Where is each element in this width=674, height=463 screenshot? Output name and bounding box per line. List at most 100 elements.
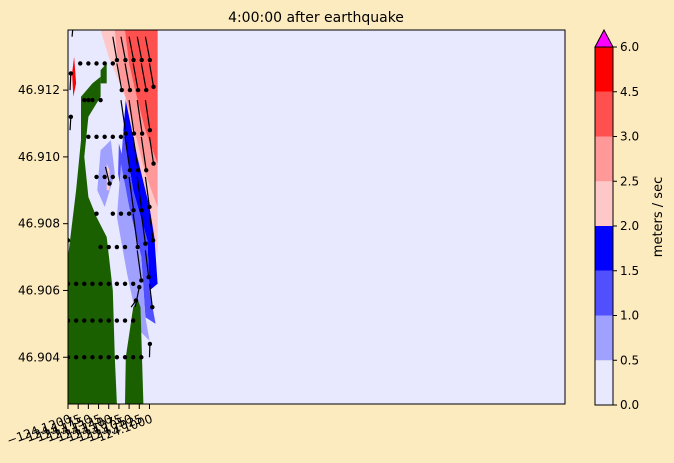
velocity-arrow-2 [136,36,143,61]
colorbar-tick-label-4: 2.0 [620,219,639,233]
grid-dot-48 [86,61,91,66]
velocity-arrow-head-21 [135,244,140,250]
grid-dot-22 [114,281,120,286]
colorbar-label: meters / sec [651,177,666,257]
land-region-0 [68,76,117,404]
velocity-arrow-31 [134,287,140,308]
velocity-arrows [68,21,156,358]
velocity-arrow-head-29 [68,114,74,120]
grid-dot-45 [110,134,116,140]
velocity-arrow-head-20 [147,204,152,210]
colorbar-tick-label-2: 1.0 [620,309,639,323]
grid-dot-24 [114,355,120,360]
colorbar: 0.0 0.5 1.0 1.5 2.0 2.5 3.0 4.5 6.0 [594,28,639,412]
grid-dot-27 [122,318,128,323]
grid-dots [68,61,144,360]
velocity-arrow-1 [128,36,135,61]
velocity-arrow-head-13 [147,127,153,133]
grid-dot-7 [82,281,87,286]
grid-dot-19 [106,318,111,323]
velocity-arrow-15 [132,136,139,171]
grid-dot-6 [73,355,79,360]
grid-dot-30 [130,318,136,323]
grid-dot-25 [122,244,128,250]
velocity-arrow-19 [136,176,143,211]
plot-area [67,21,566,405]
velocity-arrow-4 [112,36,118,61]
velocity-arrow-head-2 [139,57,144,63]
grid-dot-54 [98,97,103,103]
colorbar-tick-label-1: 0.5 [620,353,639,367]
land-region-3 [68,347,93,368]
velocity-arrow-9 [148,63,155,87]
velocity-arrow-head-4 [114,57,120,63]
grid-dot-18 [106,281,111,286]
velocity-arrow-12 [136,100,143,134]
grid-dot-37 [110,211,116,216]
velocity-arrow-25 [144,250,150,278]
land-region-1 [100,63,107,84]
velocity-arrow-head-0 [123,57,128,63]
velocity-arrow-22 [140,213,146,244]
y-axis: 46.904 46.906 46.908 46.910 46.912 [18,83,68,364]
velocity-arrow-18 [128,176,135,211]
velocity-arrow-head-23 [150,238,156,243]
velocity-arrow-head-31 [137,284,142,290]
velocity-arrow-head-18 [131,208,136,213]
colorbar-segment-5 [595,136,613,182]
grid-dot-13 [98,244,103,250]
colorbar-segment-2 [595,270,613,316]
velocity-arrow-head-26 [150,304,155,310]
velocity-region-10 [72,56,77,97]
grid-dot-50 [102,61,107,66]
velocity-arrow-28 [69,73,72,91]
grid-dot-42 [86,134,91,140]
velocity-arrow-32 [104,166,111,184]
velocity-arrow-head-10 [123,131,129,136]
y-tick-label-3: 46.910 [18,150,60,164]
velocity-arrow-head-27 [71,21,75,25]
grid-dot-8 [82,318,87,323]
velocity-arrow-head-14 [127,168,133,173]
velocity-arrow-head-11 [131,131,137,136]
velocity-arrow-head-8 [144,87,149,93]
colorbar-segment-0 [595,360,613,405]
velocity-arrow-20 [144,176,151,208]
grid-dot-29 [130,281,136,286]
colorbar-segment-6 [595,91,613,137]
y-tick-label-0: 46.904 [18,350,60,364]
velocity-arrow-head-7 [135,87,141,93]
grid-dot-16 [98,355,103,360]
grid-dot-0 [68,238,71,243]
velocity-arrow-head-33 [147,341,153,347]
land-region-2 [125,300,144,404]
grid-dot-1 [68,281,71,286]
grid-dot-44 [102,134,107,140]
velocity-arrow-head-12 [139,131,145,136]
grid-dot-26 [122,281,128,286]
colorbar-tick-label-0: 0.0 [620,398,639,412]
velocity-arrow-7 [132,63,139,91]
x-axis: −124.1200−124.1175−124.1150−124.1125−124… [5,404,155,448]
velocity-arrow-23 [148,213,154,241]
grid-dot-52 [82,97,87,103]
velocity-region-6 [116,163,150,341]
grid-dot-12 [90,355,95,360]
velocity-arrow-17 [148,136,155,164]
colorbar-extend-arrow [594,28,614,48]
colorbar-tick-label-6: 3.0 [620,130,639,144]
velocity-arrow-26 [148,283,153,308]
grid-dot-31 [130,355,136,360]
grid-dot-49 [94,61,99,66]
grid-dot-53 [90,97,95,103]
grid-dot-14 [98,281,103,286]
grid-dot-47 [78,61,83,66]
plot-frame [67,29,566,405]
velocity-arrow-3 [144,36,151,61]
grid-dot-28 [122,355,128,360]
velocity-arrow-5 [116,63,123,91]
grid-dot-36 [110,174,116,180]
velocity-arrow-head-5 [119,87,124,93]
colorbar-segment-7 [595,47,613,92]
land-regions [68,63,144,404]
